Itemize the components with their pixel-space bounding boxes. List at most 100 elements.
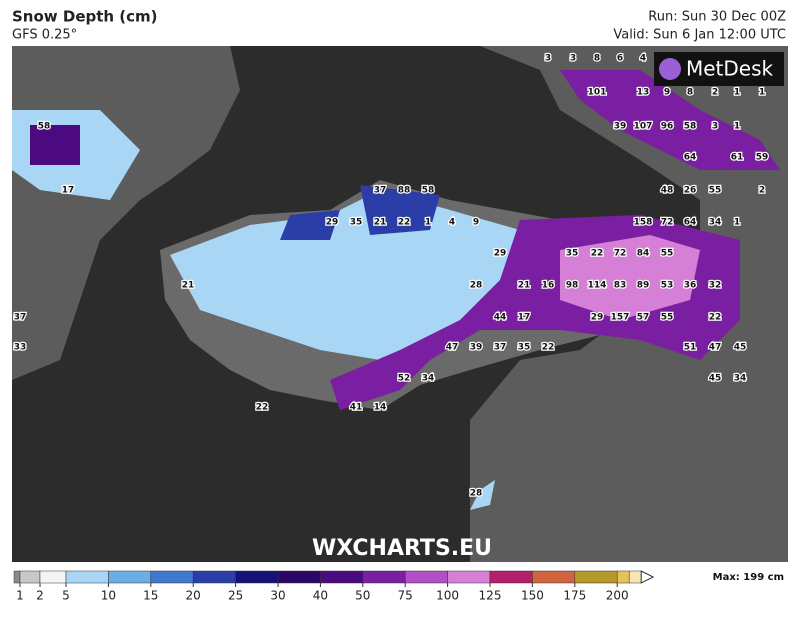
snow-depth-label: 83 — [614, 281, 627, 291]
snow-depth-label: 29 — [591, 313, 604, 323]
snow-depth-label: 29 — [494, 249, 507, 259]
legend-swatch — [532, 570, 576, 584]
legend-swatch — [616, 570, 630, 584]
snow-depth-label: 55 — [709, 186, 722, 196]
legend-label: 175 — [563, 589, 586, 603]
legend-label: 40 — [313, 589, 328, 603]
legend-label: 25 — [228, 589, 243, 603]
snow-depth-label: 64 — [684, 218, 697, 228]
snow-depth-label: 37 — [494, 343, 507, 353]
legend: 1 2 5 10 15 20 25 30 40 50 75 100 125 150 175 200 — [13, 570, 655, 603]
legend-arrow — [640, 570, 655, 584]
snow-depth-label: 1 — [734, 218, 740, 228]
snow-depth-label: 16 — [542, 281, 555, 291]
snow-depth-label: 51 — [684, 343, 697, 353]
snow-depth-label: 37 — [14, 313, 27, 323]
legend-max: Max: 199 cm — [713, 572, 784, 583]
snow-depth-label: 2 — [759, 186, 765, 196]
legend-label: 150 — [521, 589, 544, 603]
snow-depth-label: 55 — [661, 249, 674, 259]
legend-label: 30 — [270, 589, 285, 603]
snow-depth-label: 32 — [709, 281, 722, 291]
snow-depth-label: 29 — [326, 218, 339, 228]
legend-swatch — [628, 570, 642, 584]
snow-depth-label: 22 — [709, 313, 722, 323]
snow-depth-label: 96 — [661, 122, 674, 132]
legend-swatch — [108, 570, 152, 584]
snow-depth-label: 72 — [661, 218, 674, 228]
snow-depth-label: 28 — [470, 489, 483, 499]
legend-label: 125 — [479, 589, 502, 603]
snow-depth-label: 4 — [640, 54, 646, 64]
legend-label: 20 — [186, 589, 201, 603]
snow-depth-label: 36 — [684, 281, 697, 291]
snow-depth-label: 6 — [617, 54, 623, 64]
legend-swatch — [320, 570, 364, 584]
snow-depth-label: 17 — [62, 186, 75, 196]
snow-depth-label: 114 — [588, 281, 607, 291]
valid: Valid: Sun 6 Jan 12:00 UTC — [613, 28, 786, 43]
snow-depth-label: 21 — [182, 281, 195, 291]
legend-label: 1 — [16, 589, 24, 603]
snow-depth-label: 53 — [661, 281, 674, 291]
snow-depth-label: 28 — [470, 281, 483, 291]
snow-depth-label: 3 — [712, 122, 718, 132]
snow-depth-label: 35 — [518, 343, 531, 353]
snow-depth-label: 22 — [256, 403, 269, 413]
snow-depth-label: 61 — [731, 153, 744, 163]
snow-depth-label: 1 — [734, 122, 740, 132]
snow-depth-label: 44 — [494, 313, 507, 323]
legend-label: 5 — [62, 589, 70, 603]
snow-depth-label: 72 — [614, 249, 627, 259]
snow-depth-label: 41 — [350, 403, 363, 413]
legend-swatch — [65, 570, 109, 584]
subtitle: GFS 0.25° — [12, 28, 77, 43]
snow-depth-label: 3 — [570, 54, 576, 64]
snow-depth-label: 58 — [38, 122, 51, 132]
snow-depth-label: 17 — [518, 313, 531, 323]
snow-depth-label: 84 — [637, 249, 650, 259]
snow-depth-label: 47 — [446, 343, 459, 353]
snow-depth-label: 1 — [425, 218, 431, 228]
legend-swatch — [277, 570, 321, 584]
snow-depth-label: 158 — [634, 218, 653, 228]
watermark: WXCHARTS.EU — [312, 536, 492, 561]
snow-depth-label: 45 — [734, 343, 747, 353]
legend-swatch — [404, 570, 448, 584]
snow-depth-label: 21 — [374, 218, 387, 228]
legend-swatch — [150, 570, 194, 584]
logo: MetDesk — [686, 57, 774, 81]
snow-depth-label: 9 — [664, 88, 670, 98]
legend-label: 2 — [36, 589, 44, 603]
snow-depth-label: 33 — [14, 343, 27, 353]
legend-swatch — [235, 570, 279, 584]
snow-depth-label: 9 — [473, 218, 479, 228]
snow-depth-label: 45 — [709, 374, 722, 384]
run: Run: Sun 30 Dec 00Z — [648, 10, 786, 25]
legend-swatch — [13, 570, 21, 584]
snow-depth-label: 58 — [684, 122, 697, 132]
snow-depth-label: 35 — [566, 249, 579, 259]
snow-depth-label: 101 — [588, 88, 607, 98]
snow-depth-label: 47 — [709, 343, 722, 353]
snow-depth-label: 1 — [734, 88, 740, 98]
legend-swatch — [362, 570, 406, 584]
snow-depth-label: 8 — [594, 54, 600, 64]
legend-label: 200 — [606, 589, 629, 603]
snow-depth-label: 89 — [637, 281, 650, 291]
snow-depth-label: 88 — [398, 186, 411, 196]
snow-depth-label: 13 — [637, 88, 650, 98]
snow-depth-label: 3 — [545, 54, 551, 64]
legend-swatch — [489, 570, 533, 584]
snow-depth-label: 8 — [687, 88, 693, 98]
title: Snow Depth (cm) — [12, 8, 158, 26]
legend-label: 75 — [398, 589, 413, 603]
legend-label: 10 — [101, 589, 116, 603]
legend-swatch — [574, 570, 618, 584]
snow-depth-label: 14 — [374, 403, 387, 413]
legend-label: 15 — [143, 589, 158, 603]
snow-depth-label: 57 — [637, 313, 650, 323]
snow-depth-label: 34 — [734, 374, 747, 384]
